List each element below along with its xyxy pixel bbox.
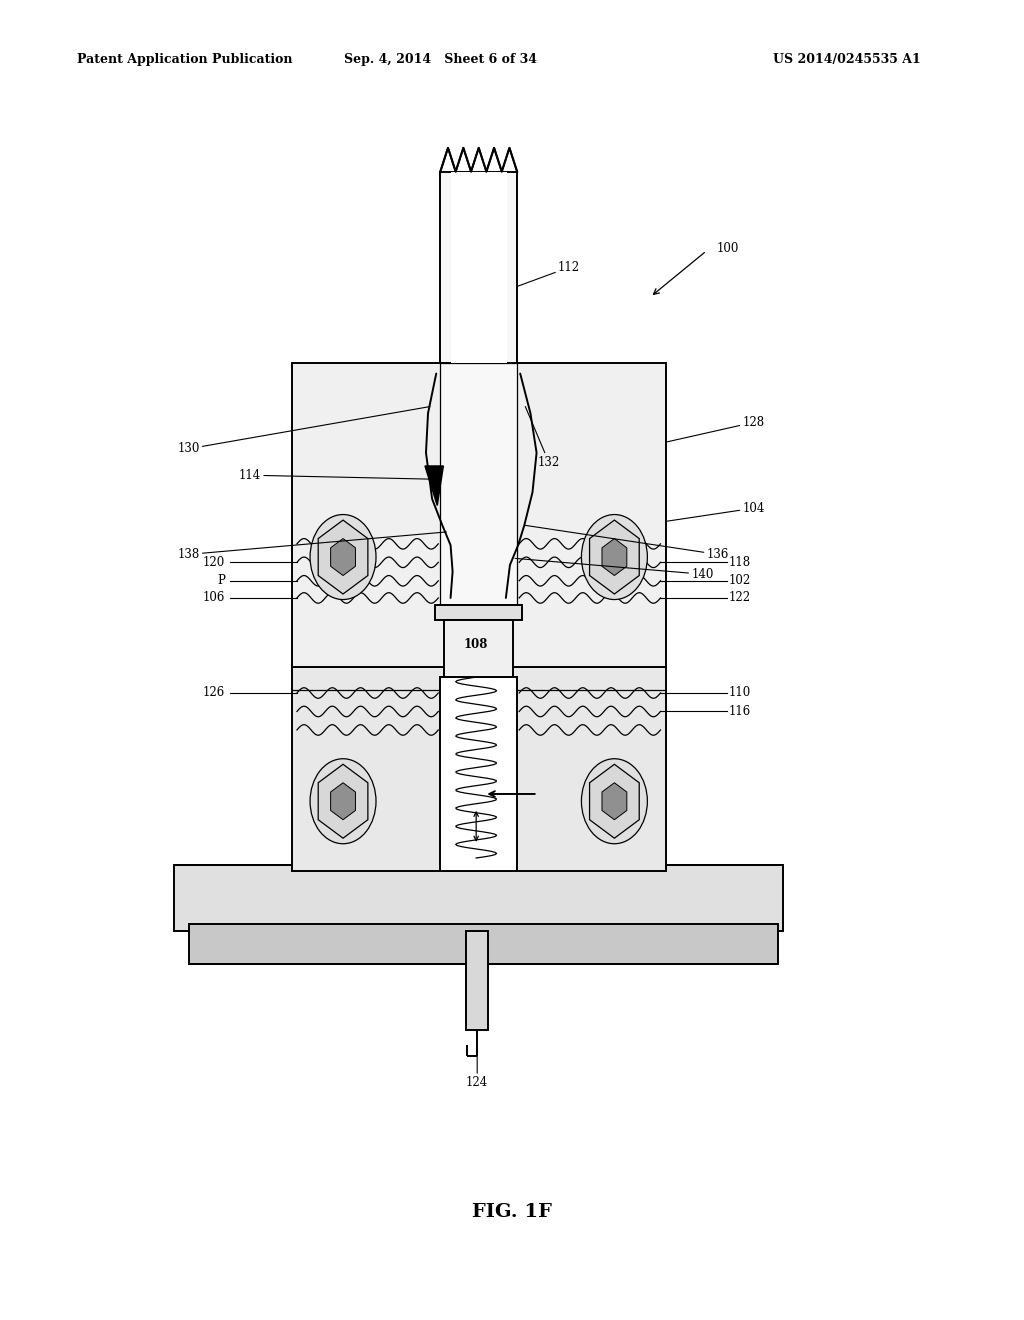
Polygon shape (602, 783, 627, 820)
Text: 132: 132 (525, 407, 560, 469)
Polygon shape (440, 148, 517, 172)
Polygon shape (590, 520, 639, 594)
Bar (292, 667, 666, 871)
Text: 100: 100 (717, 242, 739, 255)
Text: Patent Application Publication: Patent Application Publication (77, 53, 292, 66)
Text: 140: 140 (515, 558, 714, 581)
Text: US 2014/0245535 A1: US 2014/0245535 A1 (773, 53, 921, 66)
Text: 126: 126 (203, 686, 225, 700)
Bar (292, 363, 666, 667)
Text: 122: 122 (729, 591, 752, 605)
Polygon shape (331, 783, 355, 820)
Polygon shape (425, 466, 443, 506)
Text: 124: 124 (466, 1049, 488, 1089)
Polygon shape (602, 539, 627, 576)
Text: P: P (217, 574, 225, 587)
Text: 110: 110 (729, 686, 752, 700)
Text: 112: 112 (517, 261, 581, 286)
Bar (466, 931, 488, 1030)
Bar (444, 620, 513, 677)
Bar (451, 172, 507, 363)
Circle shape (582, 515, 647, 599)
Bar (440, 363, 517, 605)
Polygon shape (590, 764, 639, 838)
Text: Sep. 4, 2014   Sheet 6 of 34: Sep. 4, 2014 Sheet 6 of 34 (344, 53, 537, 66)
Text: FIG. 1F: FIG. 1F (472, 1203, 552, 1221)
Text: 108: 108 (464, 638, 488, 651)
Text: 102: 102 (729, 574, 752, 587)
Bar (189, 924, 778, 964)
Text: 116: 116 (729, 705, 752, 718)
Text: 136: 136 (525, 525, 729, 561)
Text: 128: 128 (666, 416, 765, 442)
Text: 120: 120 (203, 556, 225, 569)
Circle shape (582, 759, 647, 843)
Text: 114: 114 (239, 469, 432, 482)
Bar (435, 605, 522, 620)
Polygon shape (318, 764, 368, 838)
Polygon shape (331, 539, 355, 576)
Circle shape (310, 759, 376, 843)
Text: 106: 106 (203, 591, 225, 605)
Bar (174, 865, 783, 931)
Text: 130: 130 (177, 407, 430, 455)
Text: 138: 138 (177, 532, 446, 561)
Polygon shape (318, 520, 368, 594)
Text: 118: 118 (729, 556, 752, 569)
Bar (440, 677, 517, 871)
Bar (440, 172, 517, 363)
Text: 104: 104 (666, 502, 765, 521)
Circle shape (310, 515, 376, 599)
